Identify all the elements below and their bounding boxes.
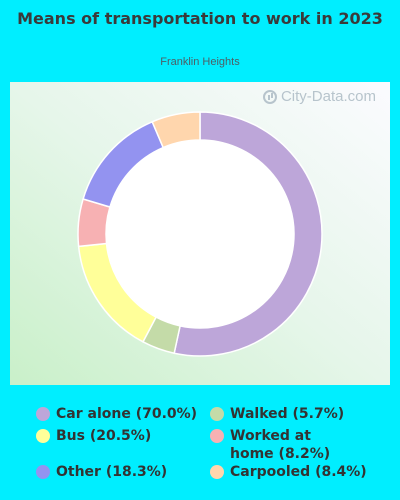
legend-swatch-1 (210, 407, 224, 421)
chart-title: Means of transportation to work in 2023 (17, 9, 383, 28)
legend-swatch-5 (210, 465, 224, 479)
legend-item-0: Car alone (70.0%) (36, 405, 197, 423)
plot-area: City-Data.com (10, 82, 390, 385)
legend-label-5: Carpooled (8.4%) (230, 464, 367, 480)
donut-chart (77, 111, 323, 357)
donut-slice-5 (151, 111, 201, 149)
legend: Car alone (70.0%) Walked (5.7%) Bus (20.5%… (0, 400, 400, 500)
donut-slice-0 (173, 111, 323, 357)
legend-label-4: Other (18.3%) (56, 464, 168, 480)
legend-swatch-3 (210, 429, 224, 443)
legend-swatch-4 (36, 465, 50, 479)
legend-item-1: Walked (5.7%) (210, 405, 344, 423)
legend-label-2: Bus (20.5%) (56, 428, 152, 444)
chart-subtitle: Franklin Heights (160, 56, 240, 68)
watermark-text: City-Data.com (280, 88, 376, 105)
legend-label-0: Car alone (70.0%) (56, 406, 198, 422)
legend-label-3: Worked at home (8.2%) (230, 428, 331, 462)
watermark: City-Data.com (262, 88, 376, 105)
legend-item-4: Other (18.3%) (36, 463, 167, 481)
legend-item-3: Worked at home (8.2%) (210, 427, 340, 463)
city-data-logo-icon (262, 89, 277, 104)
legend-item-2: Bus (20.5%) (36, 427, 151, 445)
legend-label-1: Walked (5.7%) (230, 406, 345, 422)
donut-hole (106, 140, 294, 328)
legend-swatch-0 (36, 407, 50, 421)
legend-item-5: Carpooled (8.4%) (210, 463, 367, 481)
legend-swatch-2 (36, 429, 50, 443)
